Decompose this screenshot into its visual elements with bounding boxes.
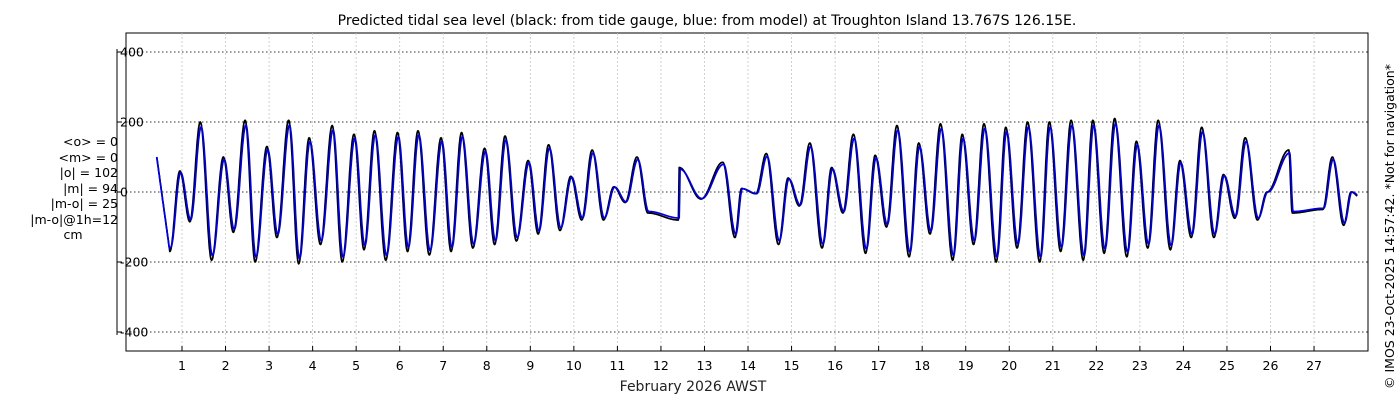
y-tick-label-0: 0 [120,185,128,200]
y-axis: -400 -200 0 200 400 [116,45,148,340]
y-tick-label--400: -400 [120,325,148,340]
x-tick-label-8: 8 [483,358,491,373]
x-tick-label-13: 13 [697,358,713,373]
x-tick-label-20: 20 [1001,358,1017,373]
x-tick-label-25: 25 [1219,358,1235,373]
stat-mean-obs: <o> = 0 [63,134,118,149]
x-tick-label-19: 19 [958,358,974,373]
series-line-model [155,122,1358,260]
x-tick-label-14: 14 [740,358,756,373]
x-axis-label: February 2026 AWST [620,379,767,395]
x-tick-label-2: 2 [222,358,230,373]
x-tick-label-4: 4 [309,358,317,373]
stat-mean-model: <m> = 0 [58,149,119,165]
x-tick-label-6: 6 [396,358,404,373]
x-tick-label-5: 5 [352,358,360,373]
copyright-note-box: © IMOS 23-Oct-2025 14:57:42. *Not for na… [1382,64,1397,389]
x-tick-label-21: 21 [1045,358,1061,373]
stat-abs-obs: |o| = 102 [59,165,118,180]
statistics-panel: <o> = 0 <m> = 0 |o| = 102 |m| = 94 |m-o|… [14,134,118,243]
x-tick-label-1: 1 [178,358,186,373]
x-tick-label-26: 26 [1263,358,1279,373]
x-tick-label-18: 18 [914,358,930,373]
x-tick-label-9: 9 [526,358,534,373]
grid [126,33,1368,351]
x-tick-label-15: 15 [784,358,800,373]
chart-title: Predicted tidal sea level (black: from t… [338,13,1077,29]
x-tick-label-22: 22 [1088,358,1104,373]
y-tick-label--200: -200 [120,255,148,270]
y-tick-label-200: 200 [120,115,144,130]
x-tick-label-12: 12 [653,358,669,373]
x-axis: 1 2 3 4 5 6 7 8 9 10 11 12 13 14 15 16 17 18 19 20 21 22 23 24 2… [178,346,1322,373]
x-tick-label-17: 17 [871,358,887,373]
stat-abs-diff: |m-o| = 25 [50,196,118,211]
y-axis-unit: cm [63,227,83,242]
x-tick-label-3: 3 [265,358,273,373]
x-tick-label-11: 11 [609,358,625,373]
series-lines [155,117,1358,265]
x-tick-label-16: 16 [827,358,843,373]
stat-abs-diff-1h: |m-o|@1h=12 [30,211,118,227]
x-tick-label-10: 10 [566,358,582,373]
y-tick-label-400: 400 [120,45,144,60]
x-tick-label-27: 27 [1306,358,1322,373]
x-tick-label-24: 24 [1175,358,1191,373]
x-tick-label-7: 7 [439,358,447,373]
x-tick-label-23: 23 [1132,358,1148,373]
stat-abs-model: |m| = 94 [63,180,118,196]
copyright-note: © IMOS 23-Oct-2025 14:57:42. *Not for na… [1382,64,1397,389]
